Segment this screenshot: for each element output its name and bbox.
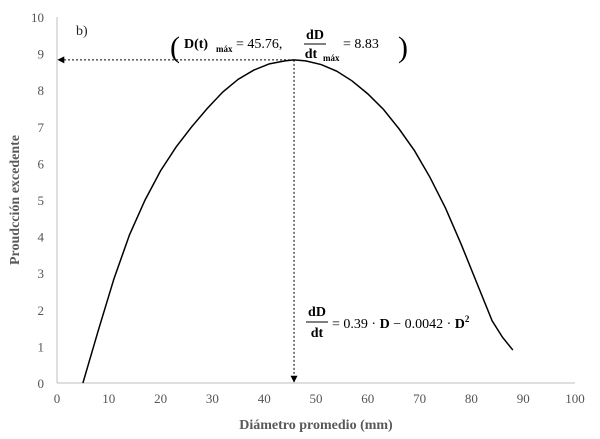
x-tick-label: 10: [102, 391, 115, 406]
y-tick-label: 9: [38, 47, 45, 62]
y-tick-label: 10: [31, 10, 44, 25]
x-tick-label: 80: [465, 391, 478, 406]
x-tick-label: 0: [54, 391, 61, 406]
y-tick-label: 2: [38, 303, 45, 318]
x-tick-label: 20: [154, 391, 167, 406]
model-eq-rhs-1: = 0.39 ·: [332, 317, 380, 332]
x-tick-label: 90: [517, 391, 530, 406]
y-tick-label: 6: [38, 156, 45, 171]
x-tick-label: 40: [258, 391, 271, 406]
max-eq-close-paren: ): [398, 31, 408, 64]
x-tick-label: 60: [361, 391, 374, 406]
max-eq-value-2: = 8.83: [343, 37, 379, 52]
y-axis-title: Proudcción excedente: [8, 135, 23, 265]
series-line: [82, 59, 514, 384]
max-eq-frac-num: dD: [306, 28, 324, 43]
panel-label: b): [76, 24, 88, 39]
model-eq-exp: 2: [465, 314, 470, 324]
y-tick-label: 4: [38, 230, 45, 245]
x-tick-label: 100: [565, 391, 585, 406]
x-tick-label: 30: [206, 391, 219, 406]
model-eq-d1: D: [380, 317, 390, 332]
x-axis-title: Diámetro promedio (mm): [239, 418, 393, 433]
y-tick-label: 1: [38, 339, 45, 354]
max-eq-frac-den: dt: [305, 47, 318, 62]
y-tick-label: 7: [38, 120, 45, 135]
model-equation: dD dt = 0.39 · D − 0.0042 · D2: [306, 305, 470, 341]
x-tick-label: 70: [413, 391, 426, 406]
model-eq-d2: D: [455, 317, 465, 332]
y-tick-label: 0: [38, 376, 45, 391]
model-eq-frac-num: dD: [308, 305, 326, 320]
x-tick-label: 50: [310, 391, 323, 406]
max-eq-sub-max-2: máx: [323, 53, 340, 63]
max-eq-open-paren: (: [170, 31, 180, 64]
model-eq-frac-den: dt: [311, 326, 324, 341]
max-eq-value-1: = 45.76,: [236, 37, 282, 52]
model-eq-rhs: = 0.39 · D − 0.0042 · D2: [332, 314, 470, 332]
y-tick-labels: 0 1 2 3 4 5 6 7 8 9 10: [31, 10, 45, 391]
y-tick-label: 8: [38, 83, 45, 98]
max-equation: ( D(t) máx = 45.76, dD dt máx = 8.83 ): [170, 28, 408, 64]
model-eq-rhs-2: − 0.0042 ·: [390, 317, 455, 332]
max-eq-dt: D(t): [184, 37, 208, 52]
max-eq-sub-max: máx: [216, 44, 233, 54]
y-tick-label: 3: [38, 266, 45, 281]
y-tick-label: 5: [38, 193, 45, 208]
x-tick-labels: 0 10 20 30 40 50 60 70 80 90 100: [54, 391, 585, 406]
